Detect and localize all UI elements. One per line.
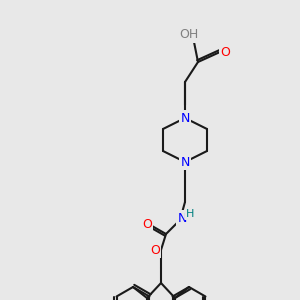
Text: OH: OH	[179, 28, 199, 41]
Text: N: N	[177, 212, 187, 224]
Text: O: O	[220, 46, 230, 59]
Text: H: H	[186, 209, 194, 219]
Text: N: N	[180, 155, 190, 169]
Text: O: O	[142, 218, 152, 230]
Text: O: O	[150, 244, 160, 256]
Text: N: N	[180, 112, 190, 124]
